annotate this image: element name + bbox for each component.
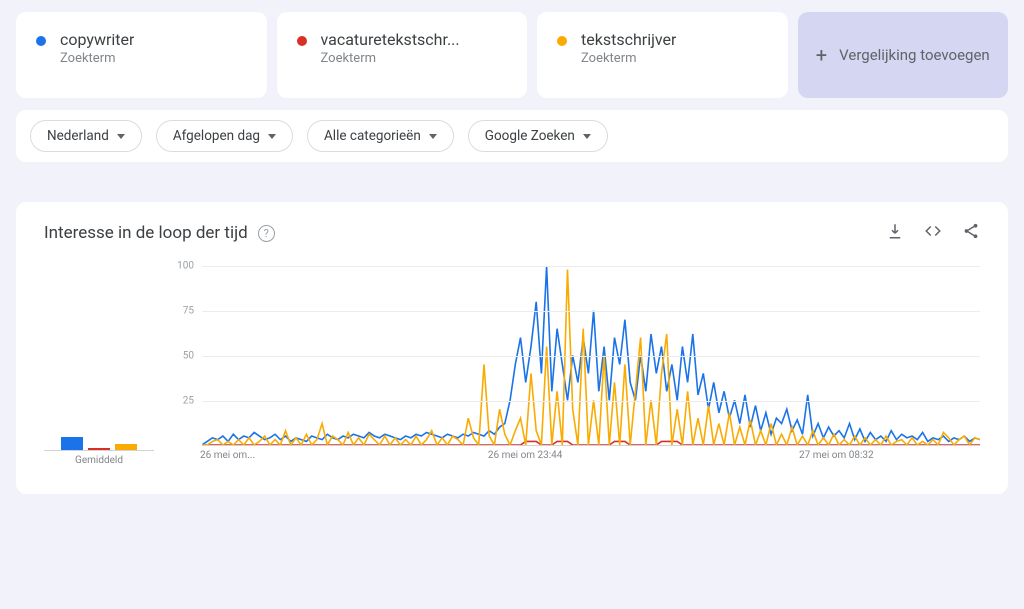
series-line (202, 270, 980, 445)
add-compare-label: Vergelijking toevoegen (839, 46, 990, 64)
term-dot-2 (557, 36, 567, 46)
averages-label: Gemiddeld (44, 455, 154, 466)
chart-title: Interesse in de loop der tijd (44, 223, 248, 243)
embed-icon[interactable] (924, 222, 942, 244)
filter-timerange-label: Afgelopen dag (173, 128, 260, 144)
download-icon[interactable] (886, 222, 904, 244)
term-sub-1: Zoekterm (321, 51, 460, 66)
filter-region-label: Nederland (47, 128, 109, 144)
add-compare-button[interactable]: + Vergelijking toevoegen (798, 12, 1009, 98)
term-dot-1 (297, 36, 307, 46)
y-tick-label: 50 (183, 351, 194, 362)
term-title-1: vacaturetekstschr... (321, 30, 460, 49)
filter-searchtype-label: Google Zoeken (485, 128, 575, 144)
term-card-1[interactable]: vacaturetekstschr... Zoekterm (277, 12, 528, 98)
filter-region[interactable]: Nederland (30, 120, 142, 152)
line-chart: 255075100 26 mei om...26 mei om 23:4427 … (166, 266, 980, 466)
term-title-0: copywriter (60, 30, 134, 49)
filter-timerange[interactable]: Afgelopen dag (156, 120, 293, 152)
term-dot-0 (36, 36, 46, 46)
averages-column: Gemiddeld (44, 423, 154, 466)
filter-searchtype[interactable]: Google Zoeken (468, 120, 608, 152)
term-title-2: tekstschrijver (581, 30, 676, 49)
y-tick-label: 25 (183, 396, 194, 407)
series-line (202, 441, 980, 445)
term-card-0[interactable]: copywriter Zoekterm (16, 12, 267, 98)
filter-category-label: Alle categorieën (324, 128, 421, 144)
term-card-2[interactable]: tekstschrijver Zoekterm (537, 12, 788, 98)
avg-bar (115, 444, 137, 450)
chevron-down-icon (583, 134, 591, 139)
avg-bar (61, 437, 83, 450)
chart-card: Interesse in de loop der tijd ? Gemiddel… (16, 202, 1008, 494)
x-tick-label: 26 mei om... (200, 450, 255, 461)
x-tick-label: 26 mei om 23:44 (488, 450, 563, 461)
plus-icon: + (816, 45, 827, 65)
filter-bar: Nederland Afgelopen dag Alle categorieën… (16, 110, 1008, 162)
chevron-down-icon (429, 134, 437, 139)
help-icon[interactable]: ? (258, 225, 275, 242)
x-tick-label: 27 mei om 08:32 (799, 450, 874, 461)
chevron-down-icon (117, 134, 125, 139)
y-tick-label: 75 (183, 306, 194, 317)
terms-row: copywriter Zoekterm vacaturetekstschr...… (16, 12, 1008, 98)
share-icon[interactable] (962, 222, 980, 244)
filter-category[interactable]: Alle categorieën (307, 120, 454, 152)
avg-bar (88, 448, 110, 450)
y-tick-label: 100 (177, 261, 194, 272)
term-sub-2: Zoekterm (581, 51, 676, 66)
chevron-down-icon (268, 134, 276, 139)
term-sub-0: Zoekterm (60, 51, 134, 66)
